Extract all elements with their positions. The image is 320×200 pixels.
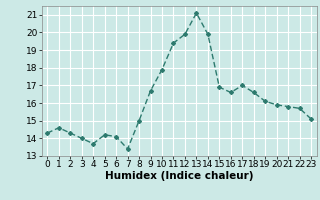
X-axis label: Humidex (Indice chaleur): Humidex (Indice chaleur)	[105, 171, 253, 181]
